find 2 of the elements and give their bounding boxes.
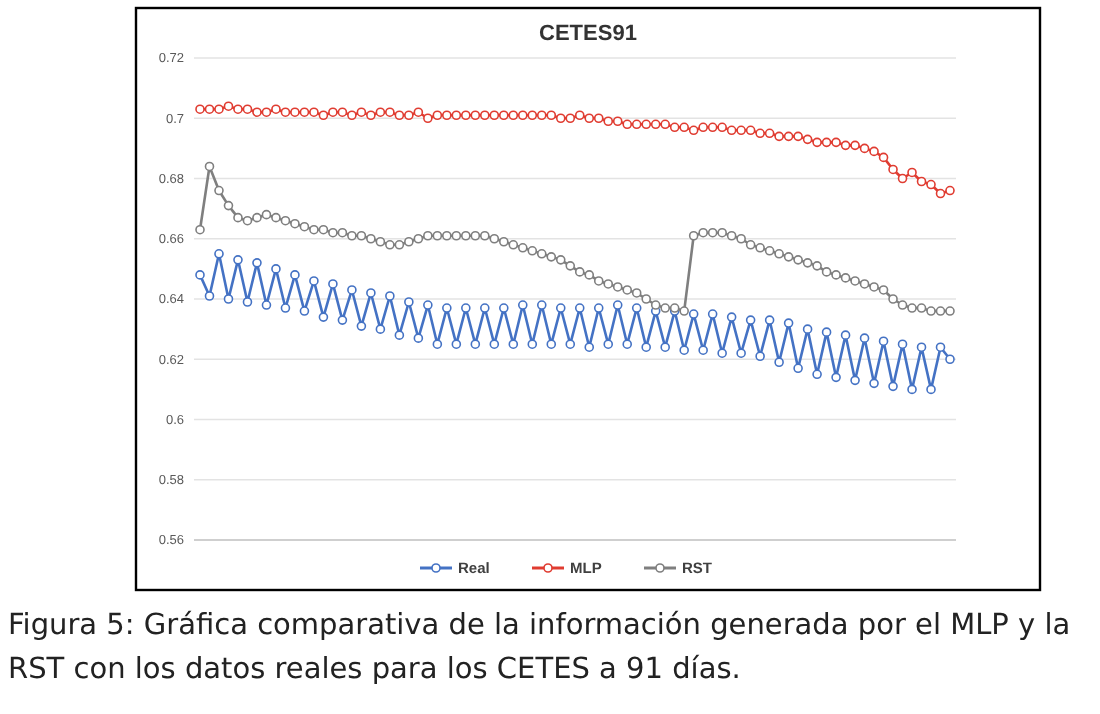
- text: Figura 5: Gráfica comparativa de la información generada por el MLP y la RST con los datos reales para los CETES a 91 días.: [6, 608, 1073, 690]
- chart-title: CETES91: [539, 22, 637, 46]
